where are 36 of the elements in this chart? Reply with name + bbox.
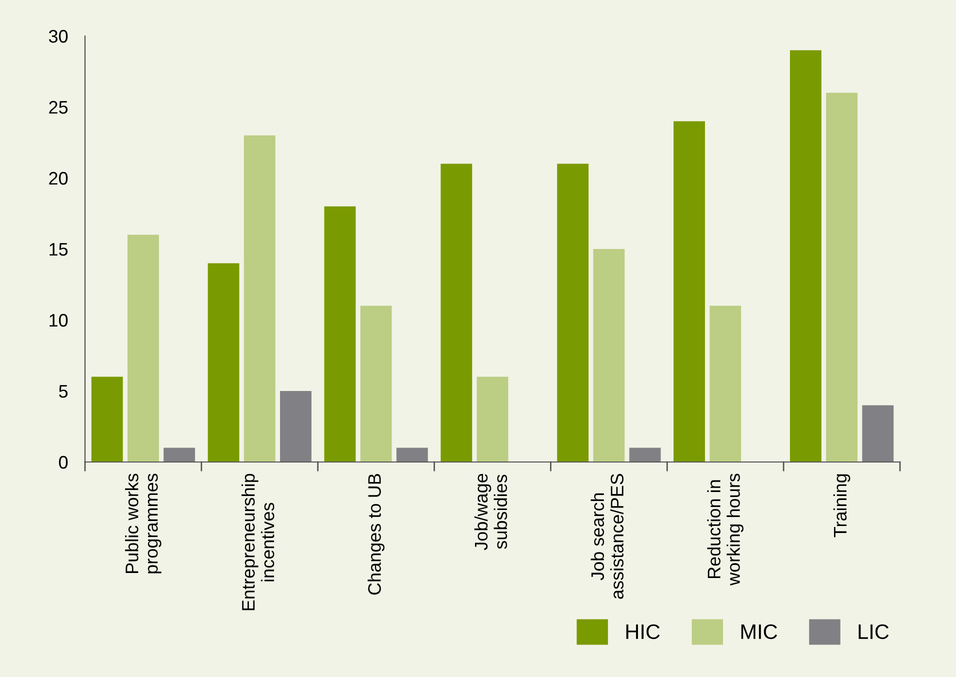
bar (593, 249, 625, 462)
bar (360, 306, 392, 462)
legend-label: LIC (858, 624, 889, 640)
y-tick-label: 5 (59, 385, 68, 398)
x-tick-label: Public works programmes (125, 474, 162, 574)
y-tick-label: 0 (59, 456, 68, 469)
x-tick-label: Changes to UB (368, 474, 384, 595)
bar (396, 448, 428, 462)
bar (629, 448, 661, 462)
y-tick-label: 15 (50, 243, 68, 256)
y-tick-label: 25 (49, 100, 68, 114)
bar (826, 92, 858, 462)
bar (440, 164, 472, 462)
bar (127, 234, 159, 462)
bar (557, 164, 589, 462)
x-tick-label: Reduction in working hours (707, 474, 744, 586)
bar (674, 121, 705, 462)
x-tick-label: Entrepreneurship incentives (242, 474, 274, 610)
bar (280, 391, 312, 462)
bar (476, 376, 508, 462)
legend-label: MIC (741, 624, 778, 640)
bar (862, 405, 894, 462)
bar (244, 135, 276, 462)
y-tick-label: 30 (48, 30, 68, 43)
x-tick-label: Training (833, 474, 850, 538)
y-tick-label: 20 (49, 172, 68, 185)
x-tick-label: Job/wage subsidies (474, 474, 508, 550)
bar (710, 306, 742, 462)
bar (324, 206, 356, 462)
bar (164, 448, 196, 462)
bar (790, 50, 822, 462)
legend-label: HIC (626, 624, 660, 640)
bar (208, 263, 240, 462)
bar (91, 376, 123, 462)
x-tick-label: Job search assistance/PES (590, 474, 624, 599)
y-tick-label: 10 (50, 314, 68, 327)
